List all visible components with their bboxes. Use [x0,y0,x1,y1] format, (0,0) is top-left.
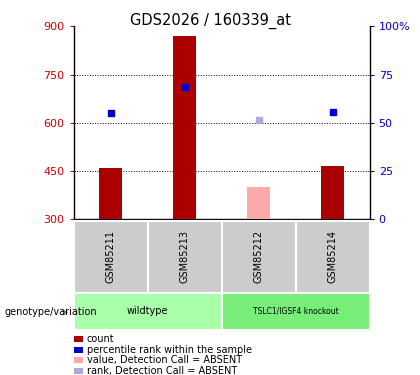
Text: percentile rank within the sample: percentile rank within the sample [87,345,252,355]
Text: count: count [87,334,115,344]
Text: wildtype: wildtype [127,306,168,316]
Text: GSM85213: GSM85213 [179,230,189,284]
Text: TSLC1/IGSF4 knockout: TSLC1/IGSF4 knockout [253,307,339,316]
Bar [321,166,344,219]
Bar [100,168,122,219]
FancyArrowPatch shape [63,310,67,315]
Bar [247,187,270,219]
Bar [74,292,222,330]
Text: rank, Detection Call = ABSENT: rank, Detection Call = ABSENT [87,366,237,375]
Text: GDS2026 / 160339_at: GDS2026 / 160339_at [129,13,291,29]
Text: value, Detection Call = ABSENT: value, Detection Call = ABSENT [87,356,242,365]
Bar [222,292,370,330]
Text: GSM85212: GSM85212 [254,230,264,284]
Text: genotype/variation: genotype/variation [4,308,97,317]
Text: GSM85214: GSM85214 [328,230,338,284]
Bar [173,36,196,219]
Text: GSM85211: GSM85211 [105,230,116,284]
